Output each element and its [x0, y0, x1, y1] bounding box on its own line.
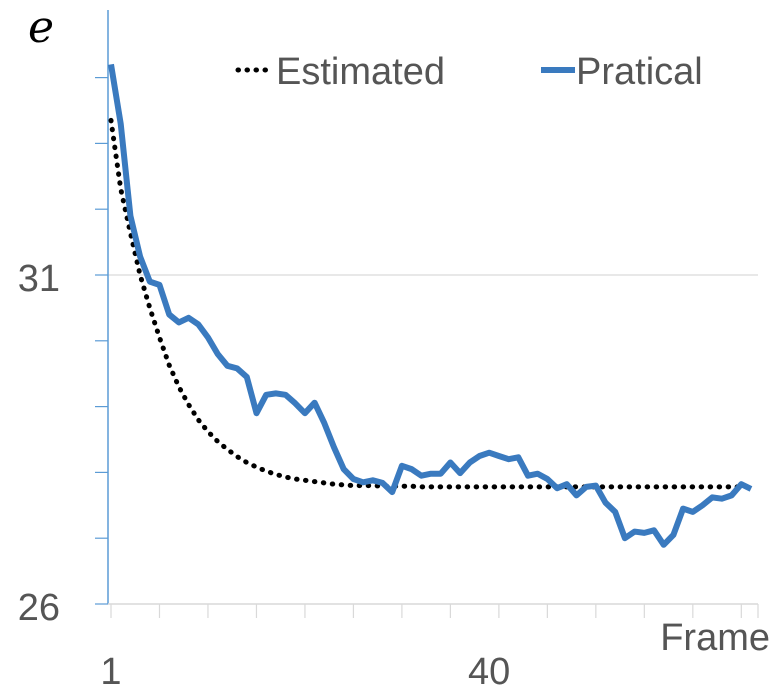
axes [95, 10, 759, 618]
y-axis-label: e [28, 2, 54, 53]
x-tick-label: 1 [100, 651, 121, 691]
tick-labels: 26 31 1 40 [18, 258, 511, 691]
legend-label-practical: Pratical [576, 51, 703, 93]
series-line-estimated [108, 117, 754, 490]
legend-label-estimated: Estimated [276, 51, 445, 93]
y-tick-label: 31 [18, 258, 60, 300]
y-tick-label: 26 [18, 587, 60, 629]
x-axis-label: Frame [660, 617, 770, 659]
legend: Estimated Pratical [235, 51, 703, 93]
series-line-practical [108, 63, 753, 548]
x-tick-label: 40 [468, 651, 510, 691]
series-lines [108, 63, 754, 548]
